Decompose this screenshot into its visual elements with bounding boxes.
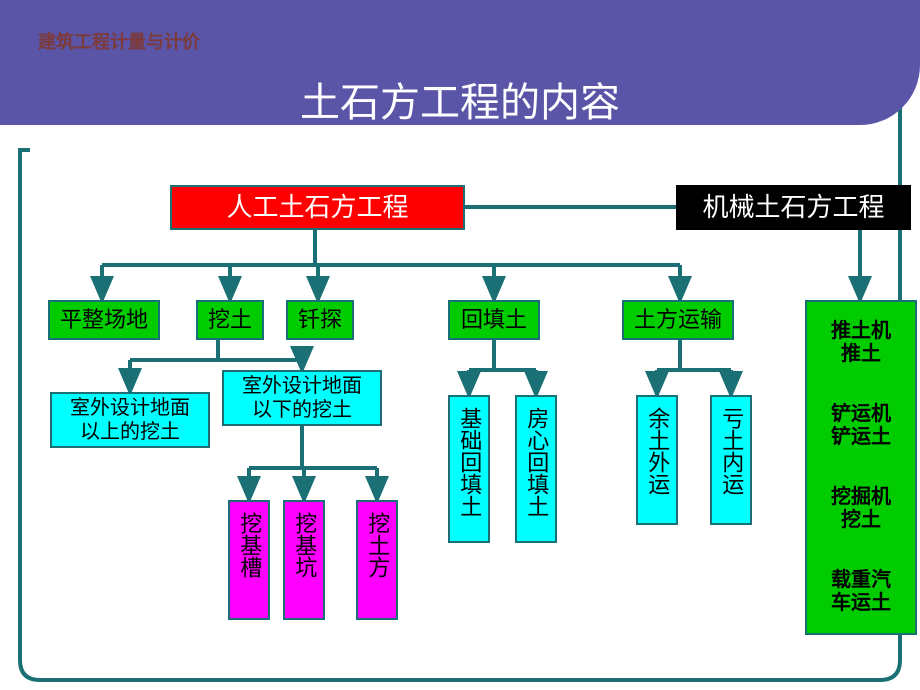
node-m1_site: 平整场地	[48, 300, 160, 340]
machine-method-item: 挖掘机挖土	[831, 486, 891, 532]
breadcrumb: 建筑工程计量与计价	[38, 28, 200, 54]
page-title: 土石方工程的内容	[0, 70, 920, 128]
node-m1_fill: 回填土	[448, 300, 540, 340]
node-dig_b2: 挖基坑	[283, 500, 325, 620]
machine-methods-box: 推土机推土铲运机铲运土挖掘机挖土载重汽车运土	[805, 300, 917, 635]
node-fill_2: 房心回填土	[515, 395, 557, 543]
node-root_manual: 人工土石方工程	[170, 185, 465, 230]
node-dig_b3: 挖土方	[356, 500, 398, 620]
node-dig_b1: 挖基槽	[228, 500, 270, 620]
node-m1_drill: 钎探	[286, 300, 354, 340]
machine-method-item: 载重汽车运土	[831, 569, 891, 615]
node-root_machine: 机械土石方工程	[676, 185, 911, 230]
node-trans_2: 亏土内运	[710, 395, 752, 525]
node-dig_above: 室外设计地面以上的挖土	[50, 392, 210, 448]
machine-method-item: 铲运机铲运土	[831, 403, 891, 449]
node-dig_below: 室外设计地面以下的挖土	[222, 370, 382, 426]
node-trans_1: 余土外运	[636, 395, 678, 525]
machine-method-item: 推土机推土	[831, 320, 891, 366]
header-banner: 建筑工程计量与计价 土石方工程的内容	[0, 0, 920, 125]
node-fill_1: 基础回填土	[448, 395, 490, 543]
node-m1_dig: 挖土	[196, 300, 264, 340]
node-m1_trans: 土方运输	[622, 300, 734, 340]
